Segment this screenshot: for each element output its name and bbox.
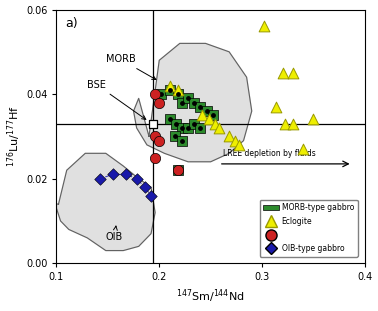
Legend: MORB-type gabbro, Eclogite, , OIB-type gabbro: MORB-type gabbro, Eclogite, , OIB-type g…	[260, 200, 358, 257]
Point	[197, 104, 203, 109]
Point	[166, 87, 172, 92]
Point	[133, 176, 139, 181]
Point	[197, 125, 203, 130]
Text: LREE depletion by fluids: LREE depletion by fluids	[223, 149, 316, 158]
Point	[290, 71, 296, 76]
Point	[156, 138, 162, 143]
Point	[166, 87, 172, 92]
Point	[179, 125, 185, 130]
Text: a): a)	[66, 17, 78, 30]
Point	[156, 100, 162, 105]
Text: BSE: BSE	[87, 80, 146, 119]
Point	[290, 121, 296, 126]
Point	[179, 138, 185, 143]
Point	[203, 109, 209, 114]
Point	[158, 92, 164, 97]
Point	[158, 92, 164, 97]
Point	[197, 125, 203, 130]
Point	[175, 87, 181, 92]
Point	[166, 117, 172, 122]
Point	[175, 168, 181, 173]
X-axis label: $^{147}$Sm/$^{144}$Nd: $^{147}$Sm/$^{144}$Nd	[176, 288, 245, 305]
Point	[110, 172, 116, 177]
Point	[261, 24, 267, 29]
Point	[185, 96, 191, 101]
Point	[300, 146, 306, 151]
Point	[212, 121, 218, 126]
Point	[185, 125, 191, 130]
Point	[282, 121, 288, 126]
Point	[97, 176, 103, 181]
Point	[123, 172, 129, 177]
Point	[175, 92, 181, 97]
Point	[179, 125, 185, 130]
Point	[191, 121, 197, 126]
Text: MORB: MORB	[106, 54, 156, 80]
Point	[191, 100, 197, 105]
Point	[185, 125, 191, 130]
Point	[152, 92, 158, 97]
Point	[210, 113, 216, 118]
Point	[226, 134, 232, 139]
Polygon shape	[56, 153, 155, 251]
Point	[152, 155, 158, 160]
Point	[273, 104, 279, 109]
Point	[173, 121, 179, 126]
Point	[148, 193, 154, 198]
Point	[175, 92, 181, 97]
Point	[179, 100, 185, 105]
Point	[179, 100, 185, 105]
Point	[206, 117, 212, 122]
Point	[142, 185, 148, 190]
Point	[280, 71, 286, 76]
Point	[236, 142, 242, 147]
Point	[199, 113, 205, 118]
Point	[175, 168, 181, 173]
Point	[173, 121, 179, 126]
Point	[166, 117, 172, 122]
Point	[152, 134, 158, 139]
Point	[203, 109, 209, 114]
Point	[185, 96, 191, 101]
Y-axis label: $^{176}$Lu/$^{177}$Hf: $^{176}$Lu/$^{177}$Hf	[6, 105, 23, 167]
Point	[232, 138, 239, 143]
Point	[216, 125, 222, 130]
Text: OIB: OIB	[106, 226, 123, 242]
Point	[197, 104, 203, 109]
Point	[172, 134, 178, 139]
Point	[191, 100, 197, 105]
Point	[310, 117, 316, 122]
Point	[210, 113, 216, 118]
Point	[179, 138, 185, 143]
Point	[166, 83, 172, 88]
Point	[172, 134, 178, 139]
Point	[150, 121, 156, 126]
Point	[191, 121, 197, 126]
Polygon shape	[133, 43, 252, 162]
Point	[175, 168, 181, 173]
